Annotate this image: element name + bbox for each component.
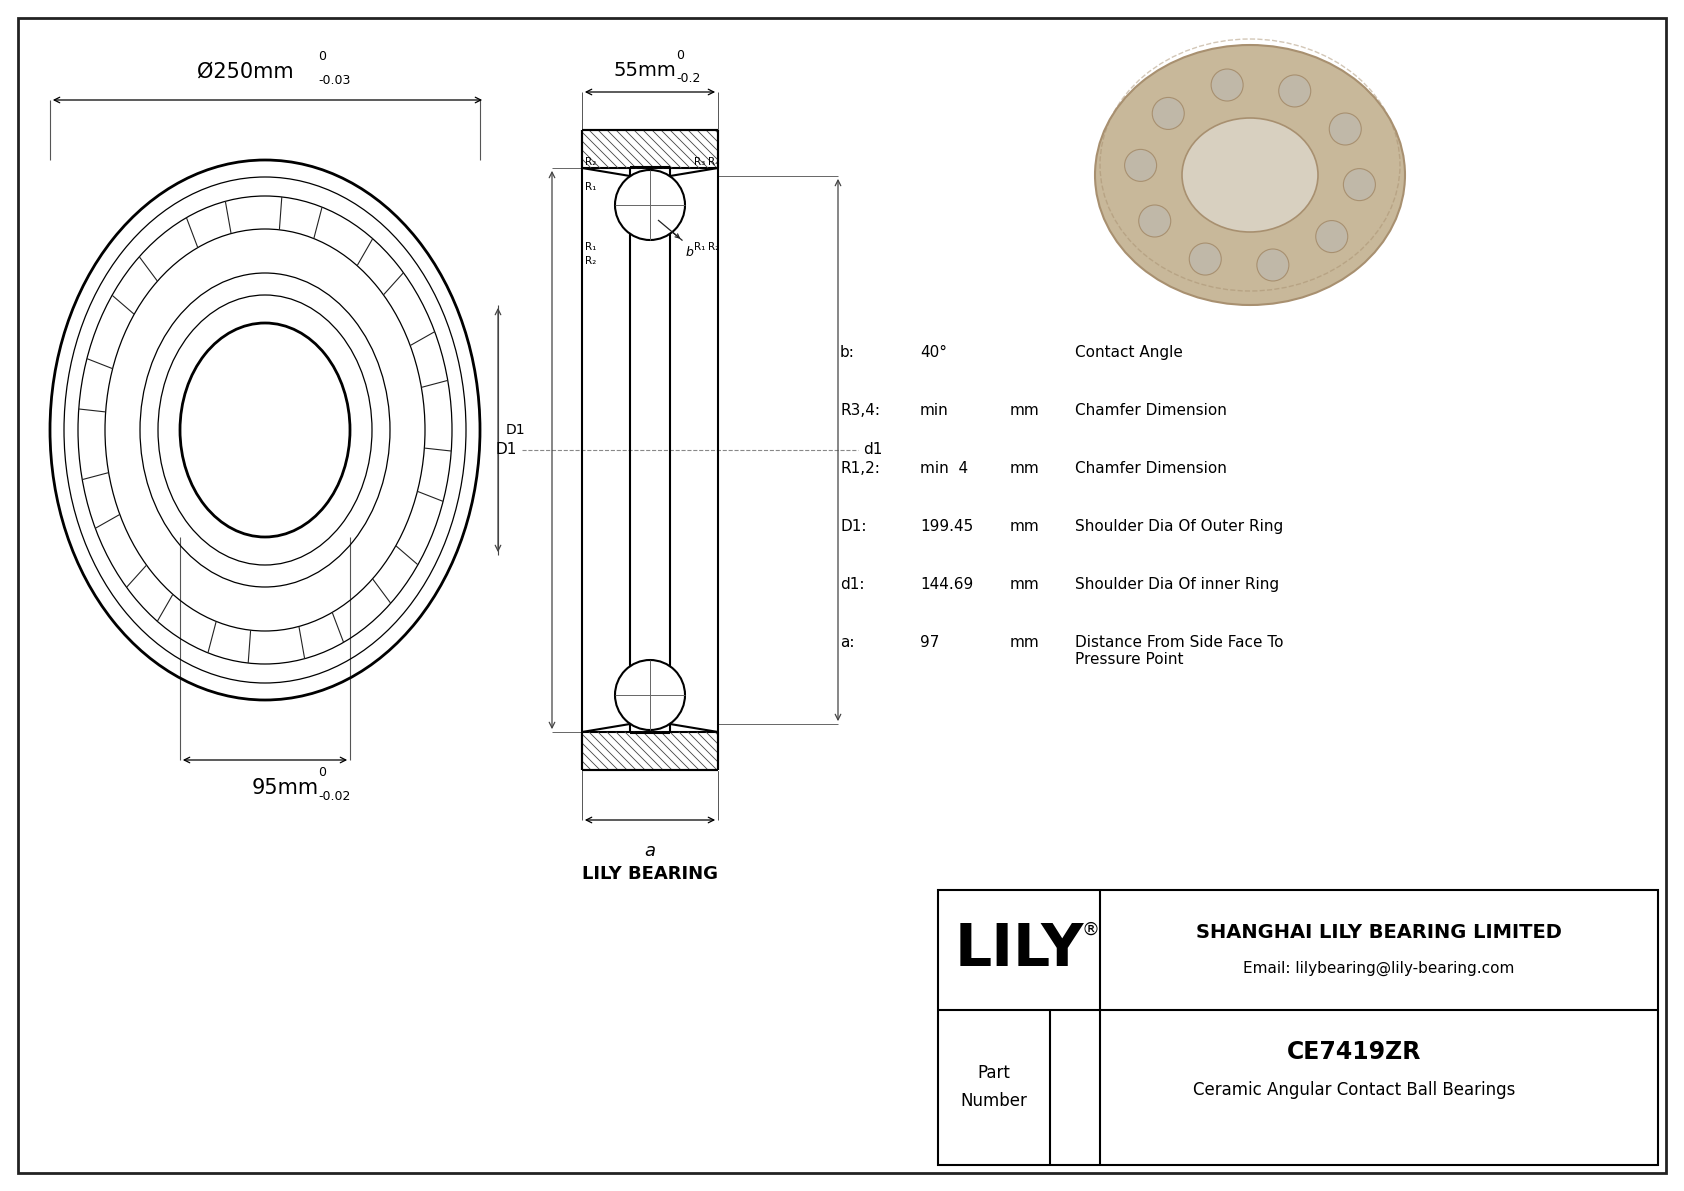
Polygon shape <box>630 724 670 732</box>
Text: a:: a: <box>840 635 854 650</box>
Text: D1: D1 <box>495 443 517 457</box>
Text: R₁: R₁ <box>584 182 596 192</box>
Text: 0: 0 <box>675 49 684 62</box>
Text: Part: Part <box>978 1065 1010 1083</box>
Text: mm: mm <box>1010 576 1039 592</box>
Text: R₂: R₂ <box>584 157 596 167</box>
Text: a: a <box>645 842 655 860</box>
Ellipse shape <box>1095 45 1404 305</box>
Circle shape <box>615 660 685 730</box>
Circle shape <box>1315 220 1347 252</box>
Text: Chamfer Dimension: Chamfer Dimension <box>1074 461 1228 476</box>
Text: mm: mm <box>1010 461 1039 476</box>
Text: min: min <box>919 403 948 418</box>
Text: Contact Angle: Contact Angle <box>1074 345 1182 360</box>
Text: b: b <box>685 245 694 258</box>
Text: d1: d1 <box>862 443 882 457</box>
Text: LILY BEARING: LILY BEARING <box>583 865 717 883</box>
Text: d1:: d1: <box>840 576 864 592</box>
Text: 0: 0 <box>318 766 327 779</box>
Circle shape <box>1344 169 1376 200</box>
Text: mm: mm <box>1010 519 1039 534</box>
Circle shape <box>615 170 685 241</box>
Circle shape <box>1138 205 1170 237</box>
Text: 0: 0 <box>318 50 327 63</box>
Text: Ceramic Angular Contact Ball Bearings: Ceramic Angular Contact Ball Bearings <box>1192 1081 1516 1099</box>
Text: Distance From Side Face To
Pressure Point: Distance From Side Face To Pressure Poin… <box>1074 635 1283 667</box>
Polygon shape <box>630 167 670 176</box>
Circle shape <box>1211 69 1243 101</box>
Text: Email: lilybearing@lily-bearing.com: Email: lilybearing@lily-bearing.com <box>1243 960 1514 975</box>
Text: 95mm: 95mm <box>251 778 318 798</box>
Polygon shape <box>583 732 717 771</box>
Text: -0.2: -0.2 <box>675 71 701 85</box>
Text: R₁: R₁ <box>584 242 596 252</box>
Text: Shoulder Dia Of Outer Ring: Shoulder Dia Of Outer Ring <box>1074 519 1283 534</box>
Text: 144.69: 144.69 <box>919 576 973 592</box>
Text: -0.03: -0.03 <box>318 74 350 87</box>
Ellipse shape <box>1182 118 1319 232</box>
Text: b:: b: <box>840 345 855 360</box>
Circle shape <box>1256 249 1288 281</box>
Circle shape <box>1329 113 1361 145</box>
Text: Shoulder Dia Of inner Ring: Shoulder Dia Of inner Ring <box>1074 576 1280 592</box>
Text: R₂: R₂ <box>707 242 719 252</box>
Text: 55mm: 55mm <box>613 61 677 80</box>
Circle shape <box>1278 75 1310 107</box>
Text: min  4: min 4 <box>919 461 968 476</box>
Text: R₃: R₃ <box>694 157 706 167</box>
Text: R1,2:: R1,2: <box>840 461 879 476</box>
Text: Chamfer Dimension: Chamfer Dimension <box>1074 403 1228 418</box>
Text: 97: 97 <box>919 635 940 650</box>
Text: R₂: R₂ <box>584 256 596 266</box>
Text: 40°: 40° <box>919 345 946 360</box>
Text: Ø250mm: Ø250mm <box>197 62 293 82</box>
Polygon shape <box>583 130 717 168</box>
Text: D1: D1 <box>505 423 525 437</box>
Circle shape <box>1125 149 1157 181</box>
Circle shape <box>1152 98 1184 130</box>
Text: SHANGHAI LILY BEARING LIMITED: SHANGHAI LILY BEARING LIMITED <box>1196 923 1563 942</box>
Text: R₄: R₄ <box>707 157 719 167</box>
Text: Number: Number <box>960 1092 1027 1110</box>
Text: R3,4:: R3,4: <box>840 403 881 418</box>
Text: R₁: R₁ <box>694 242 706 252</box>
Text: ®: ® <box>1083 921 1100 939</box>
Text: mm: mm <box>1010 403 1039 418</box>
Text: -0.02: -0.02 <box>318 790 350 803</box>
Circle shape <box>1189 243 1221 275</box>
Text: LILY: LILY <box>955 922 1084 979</box>
Text: mm: mm <box>1010 635 1039 650</box>
Text: CE7419ZR: CE7419ZR <box>1287 1040 1421 1064</box>
Text: D1:: D1: <box>840 519 867 534</box>
Bar <box>938 890 1659 1165</box>
Text: 199.45: 199.45 <box>919 519 973 534</box>
